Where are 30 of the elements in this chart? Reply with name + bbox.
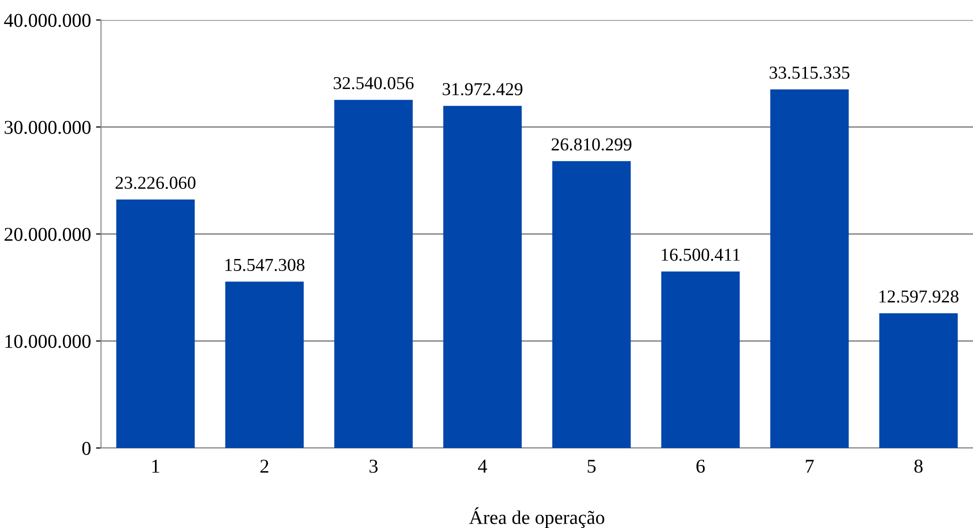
data-label: 15.547.308: [225, 258, 304, 272]
data-label: 32.540.056: [334, 77, 414, 90]
x-tick-label: 5: [588, 460, 596, 473]
x-tick-label: 6: [696, 460, 705, 473]
bar: [879, 313, 958, 448]
data-label: 31.972.429: [442, 83, 522, 96]
y-tick-label: 10.000.000: [5, 334, 91, 348]
x-tick-label: 4: [478, 460, 488, 473]
y-tick-label: 40.000.000: [4, 14, 91, 28]
bar: [334, 100, 413, 448]
y-tick-label: 20.000.000: [4, 228, 91, 242]
data-label: 23.226.060: [116, 176, 196, 189]
x-axis-title: Área de operação: [469, 507, 604, 528]
bar: [225, 282, 304, 448]
x-tick-label: 2: [260, 460, 268, 473]
x-tick-label: 3: [370, 460, 378, 473]
x-tick-label: 8: [914, 460, 923, 473]
bar: [116, 199, 195, 448]
x-tick-label: 7: [806, 460, 814, 473]
bar: [443, 106, 522, 448]
data-label: 26.810.299: [552, 138, 632, 151]
data-label: 33.515.335: [770, 66, 850, 79]
bar: [770, 89, 849, 448]
data-label: 12.597.928: [879, 290, 958, 303]
y-tick-label: 0: [82, 442, 91, 455]
data-label: 16.500.411: [662, 248, 740, 261]
bar: [661, 271, 740, 448]
bar: [552, 161, 631, 448]
x-tick-label: 1: [152, 460, 160, 473]
y-tick-label: 30.000.000: [4, 120, 91, 134]
